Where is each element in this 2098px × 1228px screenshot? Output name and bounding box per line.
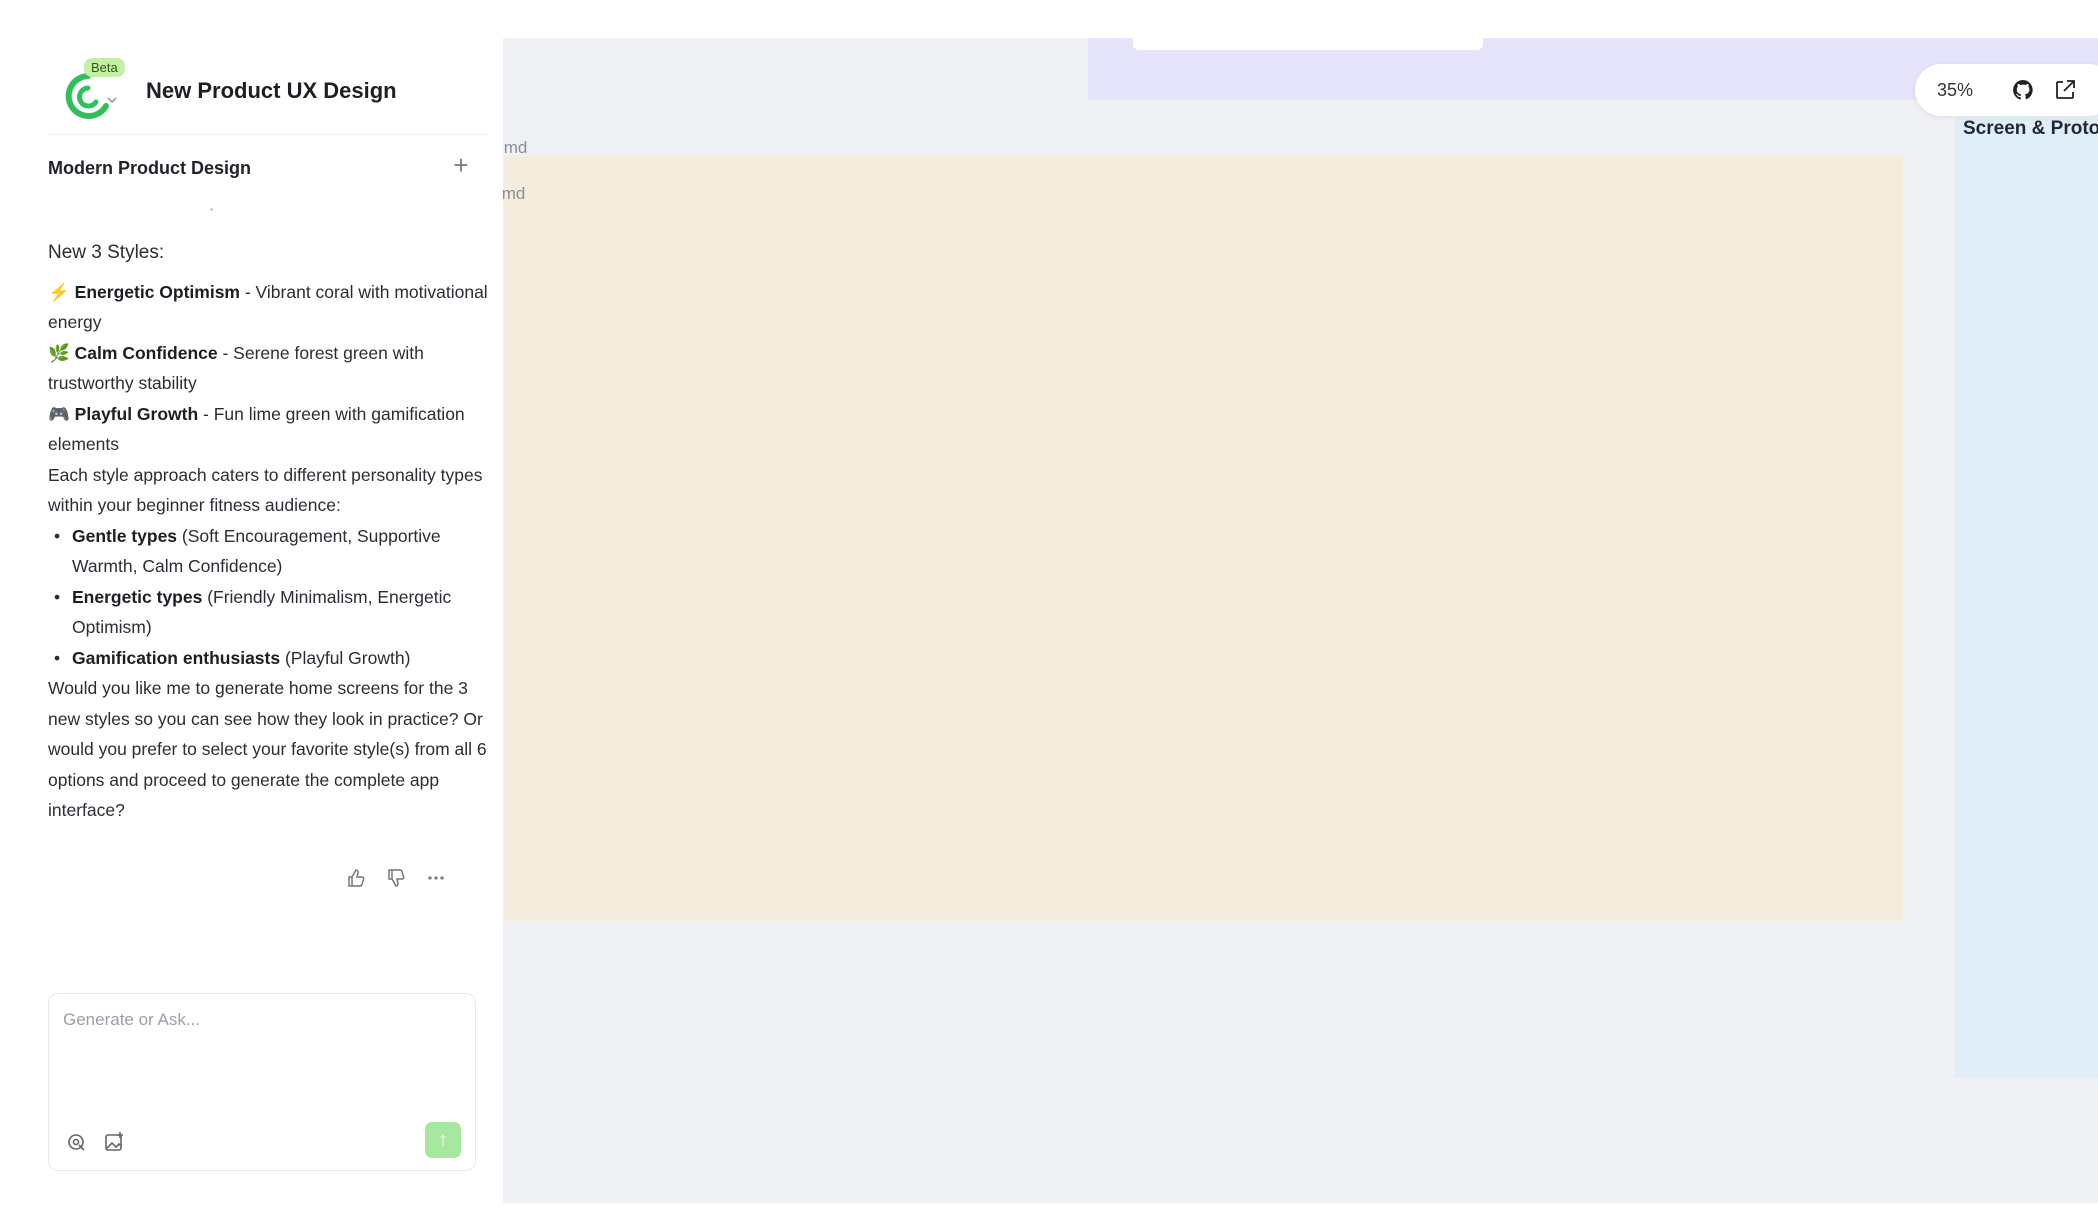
message-closing: Would you like me to generate home scree… — [48, 678, 487, 820]
project-title[interactable]: New Product UX Design — [146, 78, 397, 103]
app-logo-icon[interactable] — [58, 68, 118, 128]
design-canvas[interactable]: Screen & Protot 35% .md — [503, 38, 2098, 1203]
file-tab-partial[interactable]: .md — [503, 138, 528, 157]
style-line-3: 🎮 Playful Growth - Fun lime green with g… — [48, 403, 465, 455]
new-conversation-button[interactable]: + — [453, 150, 469, 180]
style-line-1: ⚡ Energetic Optimism - Vibrant coral wit… — [48, 281, 488, 333]
list-item: Gamification enthusiasts (Playful Growth… — [48, 643, 488, 674]
conversation-title: Modern Product Design — [48, 158, 252, 178]
prompt-box: ↑ — [48, 993, 476, 1171]
message-heading: New 3 Styles: — [48, 242, 165, 263]
open-external-icon[interactable] — [2053, 78, 2077, 102]
list-item: Energetic types (Friendly Minimalism, En… — [48, 582, 488, 643]
personality-list: Gentle types (Soft Encouragement, Suppor… — [48, 521, 488, 674]
divider-dot — [210, 208, 213, 211]
screens-frame-label: Screen & Protot — [1963, 118, 2098, 139]
gamepad-icon: 🎮 — [48, 403, 70, 424]
beta-badge: Beta — [84, 58, 125, 77]
style-line-2: 🌿 Calm Confidence - Serene forest green … — [48, 342, 424, 394]
top-frame-inner — [1133, 38, 1483, 50]
message-feedback — [346, 868, 446, 888]
style-guides-frame — [503, 156, 1903, 921]
divider — [48, 134, 488, 135]
zoom-level[interactable]: 35% — [1937, 80, 1974, 100]
send-button[interactable]: ↑ — [425, 1122, 461, 1158]
more-options-icon[interactable] — [426, 868, 446, 888]
message-intro: Each style approach caters to different … — [48, 464, 483, 516]
lightning-icon: ⚡ — [48, 281, 70, 302]
file-tab[interactable]: .md — [503, 184, 526, 203]
target-select-icon[interactable] — [65, 1131, 87, 1153]
github-icon[interactable] — [2011, 78, 2035, 102]
screens-frame — [1955, 118, 2098, 1078]
thumbs-up-icon[interactable] — [346, 868, 366, 888]
chat-panel: Beta New Product UX Design Modern Produc… — [28, 38, 503, 1203]
image-upload-icon[interactable] — [103, 1131, 125, 1153]
canvas-controls: 35% — [1915, 64, 2098, 116]
prompt-input[interactable] — [63, 1010, 458, 1100]
assistant-message: New 3 Styles: ⚡ Energetic Optimism - Vib… — [48, 238, 488, 826]
thumbs-down-icon[interactable] — [386, 868, 406, 888]
leaf-icon: 🌿 — [48, 342, 70, 363]
list-item: Gentle types (Soft Encouragement, Suppor… — [48, 521, 488, 582]
